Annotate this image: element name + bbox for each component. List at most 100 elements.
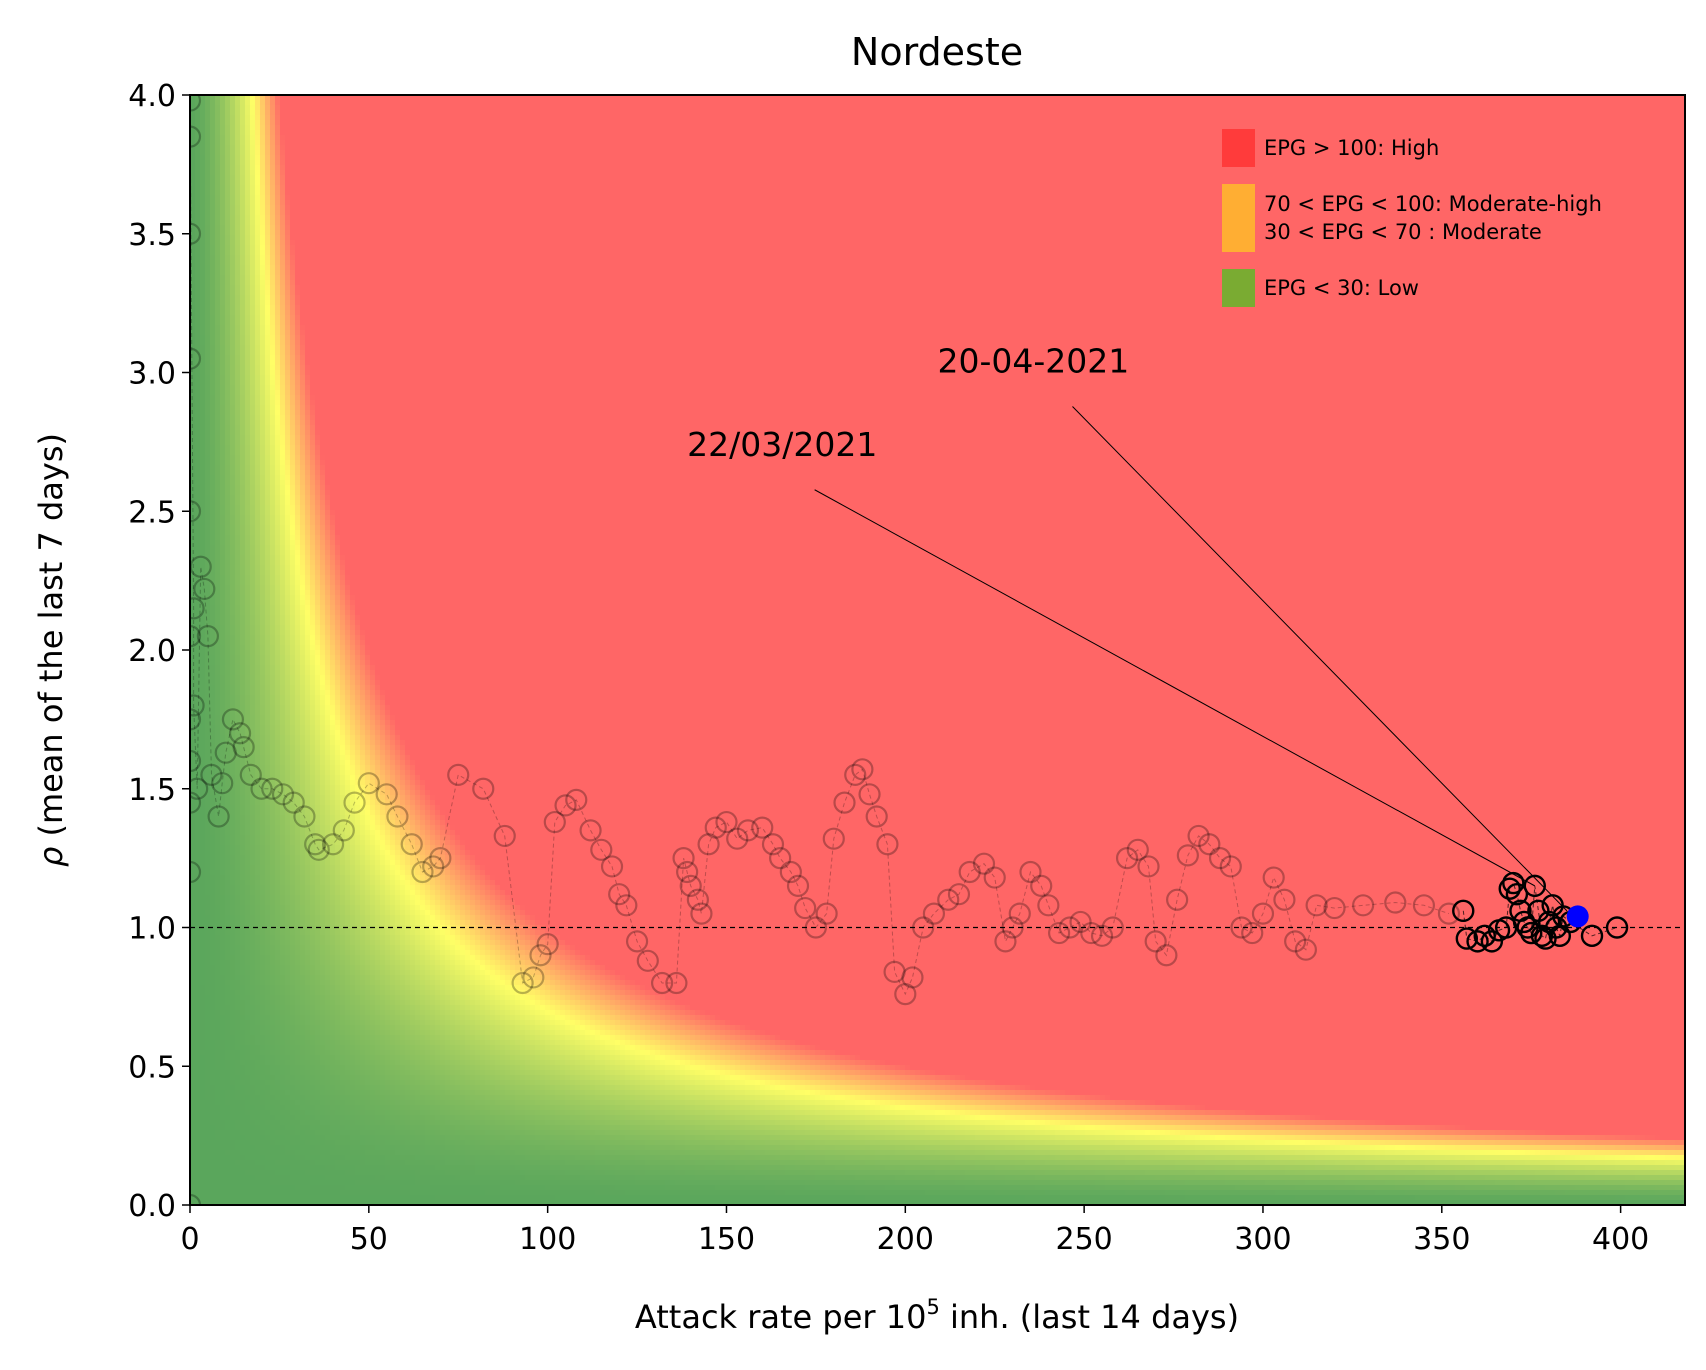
- background-cell: [215, 180, 221, 186]
- background-cell: [230, 295, 236, 301]
- background-cell: [225, 855, 231, 861]
- background-cell: [210, 345, 216, 351]
- background-cell: [230, 810, 236, 816]
- background-cell: [220, 220, 226, 226]
- background-cell: [220, 1040, 226, 1046]
- background-cell: [220, 305, 226, 311]
- background-cell: [210, 965, 216, 971]
- background-cell: [230, 300, 236, 306]
- background-cell: [225, 450, 231, 456]
- background-cell: [200, 390, 206, 396]
- background-cell: [230, 800, 236, 806]
- background-cell: [215, 725, 221, 731]
- background-cell: [210, 215, 216, 221]
- background-cell: [220, 510, 226, 516]
- background-cell: [220, 450, 226, 456]
- background-cell: [210, 1035, 216, 1041]
- background-cell: [215, 895, 221, 901]
- background-cell: [220, 210, 226, 216]
- background-cell: [210, 670, 216, 676]
- background-cell: [230, 945, 236, 951]
- background-cell: [215, 885, 221, 891]
- background-cell: [195, 445, 201, 451]
- background-cell: [200, 370, 206, 376]
- background-cell: [225, 625, 231, 631]
- background-cell: [205, 430, 211, 436]
- background-cell: [225, 570, 231, 576]
- background-cell: [225, 330, 231, 336]
- background-cell: [215, 185, 221, 191]
- background-cell: [235, 345, 241, 351]
- background-cell: [225, 395, 231, 401]
- background-cell: [200, 205, 206, 211]
- background-cell: [215, 280, 221, 286]
- background-cell: [200, 165, 206, 171]
- background-cell: [230, 435, 236, 441]
- background-cell: [205, 530, 211, 536]
- background-cell: [230, 460, 236, 466]
- background-cell: [220, 100, 226, 106]
- background-cell: [225, 1110, 231, 1116]
- background-cell: [210, 375, 216, 381]
- background-cell: [205, 920, 211, 926]
- background-cell: [235, 440, 241, 446]
- background-cell: [200, 1015, 206, 1021]
- background-cell: [230, 550, 236, 556]
- background-cell: [210, 235, 216, 241]
- background-cell: [195, 560, 201, 566]
- background-cell: [215, 975, 221, 981]
- background-cell: [235, 355, 241, 361]
- background-cell: [230, 865, 236, 871]
- background-cell: [220, 480, 226, 486]
- background-cell: [225, 1005, 231, 1011]
- background-cell: [200, 745, 206, 751]
- background-cell: [205, 215, 211, 221]
- background-cell: [205, 805, 211, 811]
- background-cell: [210, 360, 216, 366]
- background-cell: [205, 370, 211, 376]
- background-cell: [230, 1020, 236, 1026]
- background-cell: [205, 1195, 211, 1201]
- background-cell: [230, 805, 236, 811]
- background-cell: [200, 480, 206, 486]
- background-cell: [215, 270, 221, 276]
- background-cell: [200, 835, 206, 841]
- background-cell: [215, 945, 221, 951]
- background-cell: [225, 335, 231, 341]
- background-cell: [195, 1035, 201, 1041]
- background-cell: [195, 815, 201, 821]
- background-cell: [230, 105, 236, 111]
- background-cell: [230, 595, 236, 601]
- background-cell: [200, 265, 206, 271]
- background-cell: [205, 590, 211, 596]
- background-cell: [210, 460, 216, 466]
- background-cell: [200, 910, 206, 916]
- background-cell: [215, 545, 221, 551]
- background-cell: [205, 910, 211, 916]
- background-cell: [195, 435, 201, 441]
- background-cell: [205, 770, 211, 776]
- background-cell: [225, 980, 231, 986]
- background-cell: [220, 1075, 226, 1081]
- background-cell: [200, 345, 206, 351]
- background-cell: [220, 425, 226, 431]
- background-cell: [205, 460, 211, 466]
- background-cell: [205, 1025, 211, 1031]
- background-cell: [230, 870, 236, 876]
- background-cell: [210, 600, 216, 606]
- background-cell: [205, 965, 211, 971]
- background-cell: [230, 1110, 236, 1116]
- background-cell: [200, 545, 206, 551]
- background-cell: [200, 260, 206, 266]
- background-cell: [230, 115, 236, 121]
- background-cell: [235, 210, 241, 216]
- background-cell: [210, 1195, 216, 1201]
- background-cell: [230, 425, 236, 431]
- background-cell: [215, 990, 221, 996]
- background-cell: [210, 195, 216, 201]
- background-cell: [220, 1130, 226, 1136]
- background-cell: [215, 495, 221, 501]
- background-cell: [205, 1055, 211, 1061]
- background-cell: [225, 655, 231, 661]
